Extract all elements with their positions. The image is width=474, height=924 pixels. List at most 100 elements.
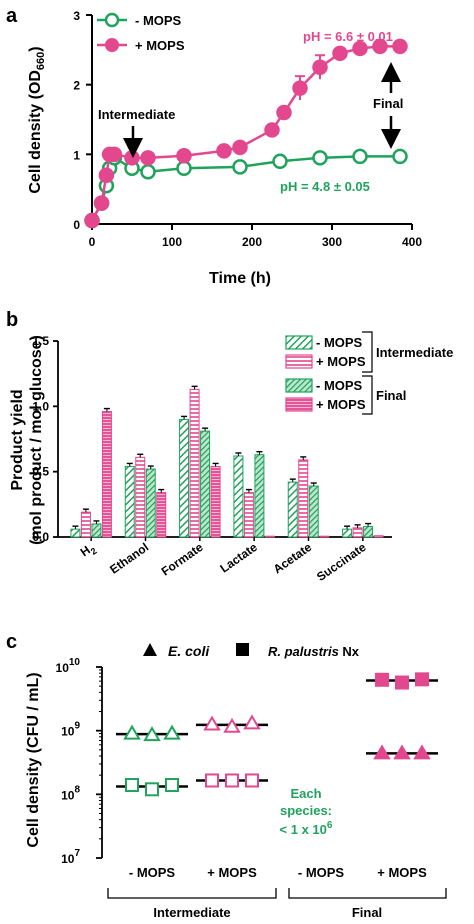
b-bar	[233, 455, 244, 538]
c-point-rpalustris	[375, 672, 389, 687]
a-point-plus-mops	[84, 212, 100, 229]
panel-a-letter: a	[6, 5, 18, 27]
b-bar	[373, 535, 384, 538]
a-point-plus-mops	[124, 150, 140, 166]
panel-a-ylabel: Cell density (OD660)	[27, 46, 47, 193]
c-cat-final-plus: + MOPS	[377, 865, 427, 880]
a-x-tick-label: 0	[89, 235, 96, 249]
panel-b-bars	[70, 385, 384, 538]
panel-b-legend: - MOPS + MOPS - MOPS + MOPS Intermediate…	[285, 331, 453, 415]
legend-c-square	[236, 643, 249, 656]
a-point-plus-mops	[232, 139, 248, 156]
b-x-tick-label: Acetate	[271, 540, 315, 577]
c-cat-int-plus: + MOPS	[207, 865, 257, 880]
legend-minus-marker	[104, 12, 120, 28]
a-point-minus-mops	[140, 164, 156, 180]
panel-a-xlabel: Time (h)	[209, 270, 271, 287]
panel-a-series	[84, 38, 408, 229]
b-y-tick-label: 0.0	[32, 530, 49, 544]
legend-plus-marker	[105, 38, 119, 52]
legend-b-final-label: Final	[376, 388, 406, 403]
legend-b-final-bracket	[362, 375, 373, 415]
panel-c-legend: E. coli R. palustris Nx	[143, 643, 360, 659]
c-y-tick-label: 108	[61, 784, 80, 802]
c-bracket-final	[288, 888, 447, 899]
c-point-rpalustris	[395, 675, 409, 690]
b-bar	[342, 528, 353, 538]
b-bar	[101, 411, 112, 538]
b-x-tick-label: Formate	[159, 540, 206, 579]
a-point-minus-mops	[232, 159, 248, 175]
intermediate-annotation: Intermediate	[98, 107, 175, 122]
a-point-plus-mops	[264, 122, 280, 138]
legend-b-intermediate-bracket	[362, 331, 373, 373]
c-point-ecoli	[373, 744, 391, 760]
a-point-plus-mops	[276, 104, 292, 121]
c-point-ecoli	[143, 726, 161, 742]
note-line3: < 1 x 106	[280, 820, 333, 837]
a-y-tick-label: 1	[73, 148, 80, 162]
c-group-final: Final	[352, 905, 382, 920]
b-bar	[135, 456, 146, 538]
panel-a-legend: - MOPS + MOPS	[97, 12, 185, 53]
a-point-plus-mops	[140, 150, 156, 166]
a-point-minus-mops	[352, 148, 368, 165]
c-group-intermediate: Intermediate	[153, 905, 230, 920]
a-y-tick-label: 2	[73, 79, 80, 93]
a-point-plus-mops	[372, 38, 388, 55]
c-bracket-intermediate	[107, 888, 277, 899]
legend-b-int-minus-label: - MOPS	[316, 335, 363, 350]
b-bar	[124, 465, 135, 538]
a-point-plus-mops	[312, 59, 328, 75]
note-line1: Each	[290, 786, 321, 801]
b-x-tick-label: Lactate	[217, 540, 260, 576]
c-y-tick-label: 1010	[56, 657, 81, 675]
a-point-minus-mops	[176, 160, 192, 177]
c-y-tick-label: 109	[61, 721, 80, 739]
a-x-tick-label: 100	[162, 235, 182, 249]
legend-c-triangle	[143, 643, 157, 656]
c-point-rpalustris	[415, 672, 429, 687]
a-point-minus-mops	[392, 148, 408, 165]
b-y-tick-label: 0.5	[32, 465, 49, 479]
legend-minus-label: - MOPS	[135, 13, 182, 28]
c-point-rpalustris	[225, 773, 239, 788]
a-point-plus-mops	[93, 195, 110, 211]
b-x-tick-label: Succinate	[314, 540, 369, 584]
a-point-minus-mops	[272, 153, 288, 170]
b-bar	[287, 481, 298, 538]
a-point-plus-mops	[216, 143, 232, 159]
panel-b-axes: 0.0 0.5 1.0 1.5	[32, 334, 392, 544]
panel-a-axes: 0 1 2 3 0 100 200 300 400	[73, 9, 422, 249]
a-point-plus-mops	[292, 80, 308, 96]
a-point-minus-mops	[312, 150, 328, 166]
legend-b-final-plus-swatch	[285, 397, 313, 412]
b-bar	[91, 523, 102, 538]
legend-b-final-minus-swatch	[285, 378, 313, 393]
panel-b-ylabel-line1: Product yield	[9, 389, 26, 490]
b-bar	[80, 511, 91, 538]
a-y-tick-label: 0	[73, 218, 80, 232]
ph-minus-annotation: pH = 4.8 ± 0.05	[280, 179, 370, 194]
c-cat-final-minus: - MOPS	[298, 865, 345, 880]
legend-b-final-plus-label: + MOPS	[316, 397, 366, 412]
b-bar	[200, 430, 211, 538]
b-bar	[145, 468, 156, 538]
legend-c-rpal: R. palustris Nx	[268, 644, 360, 659]
b-bar	[70, 528, 81, 538]
b-bar	[179, 418, 190, 538]
panel-b: b Product yield (mol product / mol gluco…	[6, 309, 453, 584]
a-point-plus-mops	[352, 40, 368, 57]
b-x-tick-label: H2	[78, 540, 99, 562]
a-point-plus-mops	[176, 147, 192, 164]
c-point-rpalustris	[125, 778, 139, 793]
c-cat-int-minus: - MOPS	[129, 865, 176, 880]
b-x-tick-label: Ethanol	[107, 540, 151, 577]
a-point-plus-mops	[106, 146, 123, 163]
b-bar	[352, 527, 363, 538]
a-point-plus-mops	[98, 167, 115, 183]
final-annotation: Final	[373, 96, 403, 111]
b-bar	[254, 454, 265, 538]
b-bar	[319, 535, 330, 538]
